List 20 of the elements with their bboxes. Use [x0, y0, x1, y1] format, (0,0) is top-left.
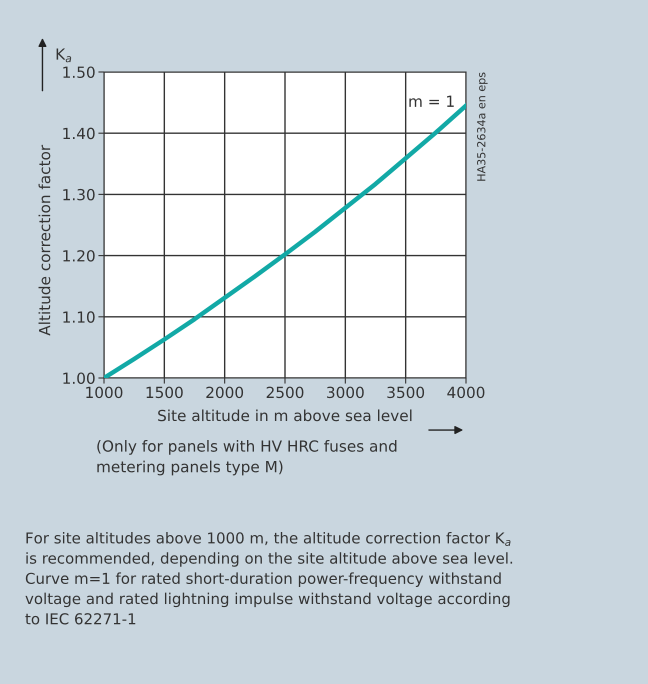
x-tick-label: 4000 [447, 386, 484, 398]
y-tick-label: 1.00 [63, 372, 95, 384]
x-tick-label: 2000 [206, 386, 244, 398]
y-tick-label: 1.20 [63, 250, 95, 262]
series-label: m = 1 [409, 96, 454, 107]
y-tick-label: 1.50 [63, 66, 95, 78]
x-tick-label: 1500 [146, 386, 183, 398]
x-tick-label: 3000 [327, 386, 364, 398]
x-tick-label: 2500 [266, 386, 304, 398]
text: (Only for panels with HV HRC fuses and metering panels type M) [97, 440, 396, 476]
y-tick-label: 1.30 [63, 188, 95, 200]
text: HA35-2634a en eps [477, 72, 488, 181]
text: K$_{a}$ [56, 48, 72, 62]
x-axis-title: Site altitude in m above sea level [158, 409, 412, 422]
text: For site altitudes above 1000 m, the altitude correction factor K$_{a}$ is recommended, depending on the site altitude above sea level. Curve m=1 for rated short-duration power-frequency withstand voltage and rated lightning impulse withstand voltage according to IEC 62271-1 [25, 532, 512, 624]
y-tick-label: 1.10 [63, 311, 95, 323]
x-tick-label: 1000 [86, 386, 122, 398]
x-tick-label: 3500 [387, 386, 424, 398]
y-axis-title: Altitude correction factor [38, 144, 50, 336]
y-tick-label: 1.40 [63, 128, 95, 140]
